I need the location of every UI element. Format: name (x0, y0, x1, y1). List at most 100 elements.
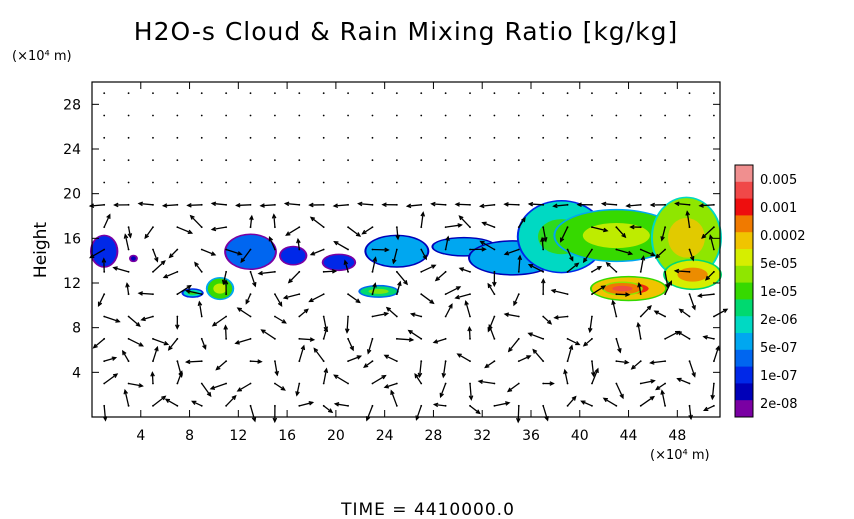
wind-vector-head (563, 368, 568, 375)
wind-vector-head (236, 387, 242, 392)
wind-vector-head (271, 213, 277, 219)
grid-dot (322, 159, 325, 162)
wind-vector (664, 330, 680, 340)
wind-vector (433, 338, 446, 344)
wind-vector-head (189, 214, 195, 220)
wind-vector (508, 338, 520, 352)
grid-dot (225, 181, 228, 184)
grid-dot (200, 136, 203, 139)
wind-vector-head (150, 371, 155, 377)
wind-vector-head (308, 401, 315, 406)
grid-dot (469, 136, 471, 139)
colorbar-label: 2e-08 (760, 397, 798, 412)
wind-vector (299, 401, 313, 407)
grid-dot (542, 136, 545, 139)
grid-dot (615, 159, 618, 162)
wind-vector (212, 202, 227, 206)
wind-vector (699, 204, 714, 207)
wind-vector-head (101, 257, 107, 263)
wind-vector-head (487, 327, 492, 333)
wind-vector-head (357, 201, 363, 207)
grid-dot (591, 181, 593, 184)
grid-dot (347, 181, 349, 184)
colorbar-swatch (735, 232, 753, 250)
x-tick-label: 8 (185, 428, 194, 444)
wind-vector-head (123, 233, 129, 239)
wind-vector (445, 224, 462, 228)
grid-dot (713, 92, 715, 95)
wind-vector-head (343, 259, 349, 265)
wind-vector (698, 293, 714, 297)
wind-vector (456, 203, 471, 206)
wind-vector-head (430, 201, 436, 207)
wind-vector (517, 405, 520, 422)
wind-vector-head (665, 283, 670, 289)
wind-vector (591, 285, 606, 295)
grid-dot (322, 181, 325, 184)
wind-vector-head (303, 308, 309, 314)
wind-vector-head (174, 324, 180, 330)
wind-vector (225, 248, 242, 255)
wind-vector (168, 338, 178, 351)
field-region (131, 256, 136, 261)
wind-vector (553, 204, 568, 207)
wind-vector-head (685, 210, 690, 216)
wind-vector-head (678, 308, 684, 314)
wind-vector (567, 262, 579, 273)
x-tick-label: 32 (473, 428, 491, 444)
wind-vector-head (505, 401, 511, 406)
grid-dot (688, 181, 691, 184)
grid-dot (493, 92, 496, 95)
grid-dot (688, 136, 691, 139)
wind-vector-head (479, 240, 485, 246)
wind-vector (612, 300, 617, 317)
grid-dot (371, 181, 374, 184)
wind-vector-head (186, 202, 192, 208)
grid-dot (615, 92, 618, 95)
wind-vector-head (308, 297, 314, 303)
wind-vector (445, 286, 461, 295)
wind-vector-head (434, 276, 440, 282)
y-tick-label: 20 (63, 187, 81, 203)
wind-vector-head (477, 379, 484, 385)
wind-vector-head (187, 229, 194, 234)
grid-dot (688, 159, 691, 162)
wind-vector (194, 262, 203, 273)
grid-dot (152, 114, 154, 117)
wind-vector (583, 249, 593, 263)
colorbar-swatch (735, 198, 753, 216)
wind-vector-head (650, 252, 656, 257)
wind-vector-head (560, 237, 565, 243)
wind-vector-head (168, 253, 174, 259)
wind-vector (237, 382, 251, 392)
wind-vector (268, 237, 276, 250)
wind-vector-head (240, 257, 246, 264)
wind-vector-head (582, 341, 588, 347)
wind-vector (459, 267, 471, 273)
wind-vector-head (600, 285, 607, 290)
colorbar-swatch (735, 181, 753, 200)
wind-vector (640, 396, 655, 407)
grid-dot (615, 136, 618, 139)
wind-vector (151, 372, 154, 384)
wind-vector (93, 338, 105, 349)
x-tick-label: 20 (327, 428, 345, 444)
grid-dot (249, 181, 252, 184)
wind-vector (589, 316, 593, 332)
wind-vector-head (506, 387, 513, 393)
wind-vector (334, 241, 349, 251)
wind-vector (286, 226, 300, 236)
wind-vector (407, 204, 422, 207)
wind-vector-head (327, 408, 334, 414)
wind-vector-head (674, 201, 680, 207)
wind-vector (367, 338, 374, 354)
wind-vector-head (251, 416, 257, 423)
wind-vector (507, 382, 520, 392)
wind-vector (347, 338, 354, 351)
wind-vector (504, 248, 520, 255)
wind-vector (103, 373, 118, 385)
wind-vector-head (715, 345, 720, 351)
wind-vector-head (397, 280, 402, 287)
wind-vector-head (587, 327, 593, 334)
